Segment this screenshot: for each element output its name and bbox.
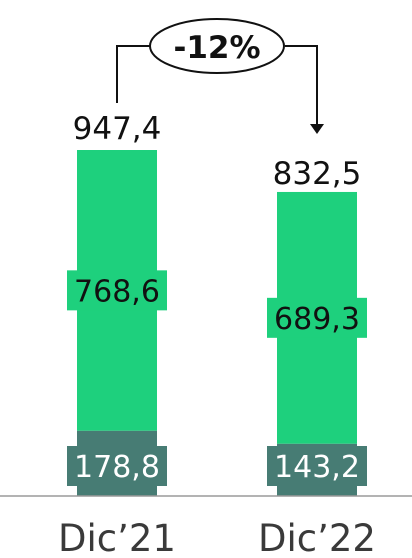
change-badge bbox=[149, 18, 285, 74]
segment-value-label-upper-dic22: 689,3 bbox=[274, 302, 360, 337]
change-arrow-head bbox=[310, 124, 324, 134]
segment-label-bg-lower-dic22 bbox=[267, 446, 367, 486]
change-label: -12% bbox=[173, 30, 260, 66]
bars-layer: 178,8 768,6 143,2 689,3 bbox=[67, 150, 367, 496]
total-label-dic21: 947,4 bbox=[73, 111, 162, 147]
total-label-dic22: 832,5 bbox=[273, 156, 362, 192]
change-connector-line bbox=[116, 45, 318, 128]
segment-value-label-upper-dic21: 768,6 bbox=[74, 274, 160, 309]
category-label-dic22: Dic’22 bbox=[258, 517, 376, 558]
segment-label-bg-upper-dic22 bbox=[267, 297, 367, 338]
segment-label-bg-upper-dic21 bbox=[67, 270, 167, 311]
segment-value-label-lower-dic22: 143,2 bbox=[274, 450, 360, 485]
category-label-dic21: Dic’21 bbox=[58, 517, 176, 558]
segment-value-label-lower-dic21: 178,8 bbox=[74, 450, 160, 485]
segment-label-bg-lower-dic21 bbox=[67, 446, 167, 486]
